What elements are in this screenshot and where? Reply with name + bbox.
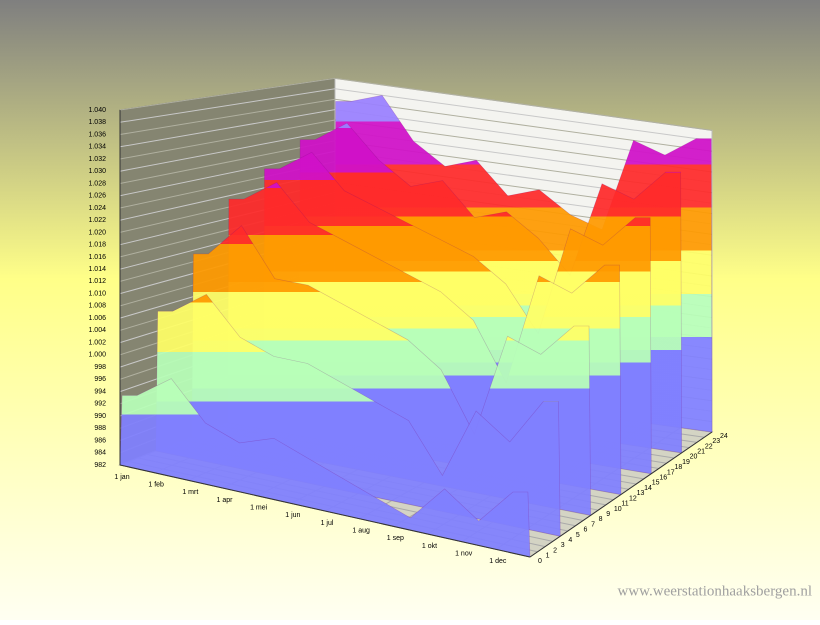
x-tick-label: 1 dec xyxy=(489,558,507,565)
x-tick-label: 1 nov xyxy=(455,551,473,558)
z-tick-label: 0 xyxy=(538,558,542,565)
y-tick-label: 1.004 xyxy=(88,327,106,334)
y-tick-label: 998 xyxy=(94,364,106,371)
z-tick-label: 23 xyxy=(712,438,720,445)
grid-line xyxy=(119,119,713,173)
z-tick-label: 18 xyxy=(675,464,683,471)
x-tick-label: 1 okt xyxy=(422,543,437,550)
surface-slice xyxy=(119,378,531,558)
z-tick-label: 19 xyxy=(682,459,690,466)
x-tick-label: 1 aug xyxy=(352,528,370,535)
y-tick-label: 1.020 xyxy=(88,229,106,236)
y-tick-label: 1.002 xyxy=(88,339,106,346)
y-tick-label: 994 xyxy=(94,388,106,395)
y-tick-label: 1.014 xyxy=(88,266,106,273)
z-tick-label: 17 xyxy=(667,469,675,476)
y-tick-label: 1.016 xyxy=(88,254,106,261)
x-tick-label: 1 jun xyxy=(285,512,300,519)
y-tick-label: 1.008 xyxy=(88,303,106,310)
z-tick-label: 4 xyxy=(568,537,572,544)
y-tick-label: 1.024 xyxy=(88,205,106,212)
y-tick-label: 1.034 xyxy=(88,144,106,151)
x-tick-label: 1 jan xyxy=(114,474,129,481)
y-tick-label: 988 xyxy=(94,425,106,432)
y-tick-label: 1.022 xyxy=(88,217,106,224)
z-tick-label: 7 xyxy=(591,521,595,528)
y-tick-label: 982 xyxy=(94,462,106,469)
y-tick-label: 1.030 xyxy=(88,168,106,175)
grid-line xyxy=(119,109,713,163)
y-tick-label: 990 xyxy=(94,413,106,420)
z-tick-label: 21 xyxy=(697,448,705,455)
watermark: www.weerstationhaaksbergen.nl xyxy=(617,583,812,599)
x-tick-label: 1 feb xyxy=(148,482,164,489)
z-tick-label: 22 xyxy=(705,443,713,450)
y-tick-label: 1.032 xyxy=(88,156,106,163)
x-tick-label: 1 mei xyxy=(250,505,268,512)
x-tick-label: 1 apr xyxy=(217,497,234,504)
z-tick-label: 11 xyxy=(621,501,628,508)
y-tick-label: 1.012 xyxy=(88,278,106,285)
z-tick-label: 15 xyxy=(652,480,660,487)
surface xyxy=(119,94,713,558)
y-tick-label: 1.040 xyxy=(88,107,106,114)
z-tick-label: 2 xyxy=(553,547,557,554)
x-tick-label: 1 sep xyxy=(387,535,404,542)
y-tick-label: 1.000 xyxy=(88,352,106,359)
surface-slice xyxy=(155,294,561,537)
z-tick-label: 6 xyxy=(584,527,588,534)
grid-line xyxy=(119,77,713,131)
y-tick-label: 1.006 xyxy=(88,315,106,322)
z-tick-label: 20 xyxy=(690,454,698,461)
z-tick-label: 13 xyxy=(637,490,645,497)
y-tick-label: 1.026 xyxy=(88,193,106,200)
y-tick-label: 1.038 xyxy=(88,119,106,126)
y-tick-label: 984 xyxy=(94,450,106,457)
y-tick-label: 1.010 xyxy=(88,290,106,297)
y-tick-label: 1.028 xyxy=(88,180,106,187)
grid-line xyxy=(119,88,713,142)
grid-line xyxy=(119,98,713,152)
z-tick-label: 8 xyxy=(599,516,603,523)
x-axis xyxy=(119,464,531,558)
z-axis xyxy=(529,431,713,558)
z-tick-label: 5 xyxy=(576,532,580,539)
x-tick-label: 1 jul xyxy=(321,520,334,527)
y-tick-label: 1.036 xyxy=(88,131,106,138)
z-tick-label: 3 xyxy=(561,542,565,549)
y-tick-label: 992 xyxy=(94,401,106,408)
z-tick-label: 16 xyxy=(659,475,667,482)
z-tick-label: 9 xyxy=(606,511,610,518)
z-tick-label: 1 xyxy=(546,553,550,560)
y-tick-label: 986 xyxy=(94,437,106,444)
z-tick-label: 14 xyxy=(644,485,652,492)
z-tick-label: 12 xyxy=(629,495,637,502)
x-tick-label: 1 mrt xyxy=(182,489,198,496)
labels: 9829849869889909929949969981.0001.0021.0… xyxy=(88,107,727,565)
z-tick-label: 10 xyxy=(614,506,622,513)
z-tick-label: 24 xyxy=(720,433,728,440)
y-tick-label: 996 xyxy=(94,376,106,383)
y-tick-label: 1.018 xyxy=(88,242,106,249)
